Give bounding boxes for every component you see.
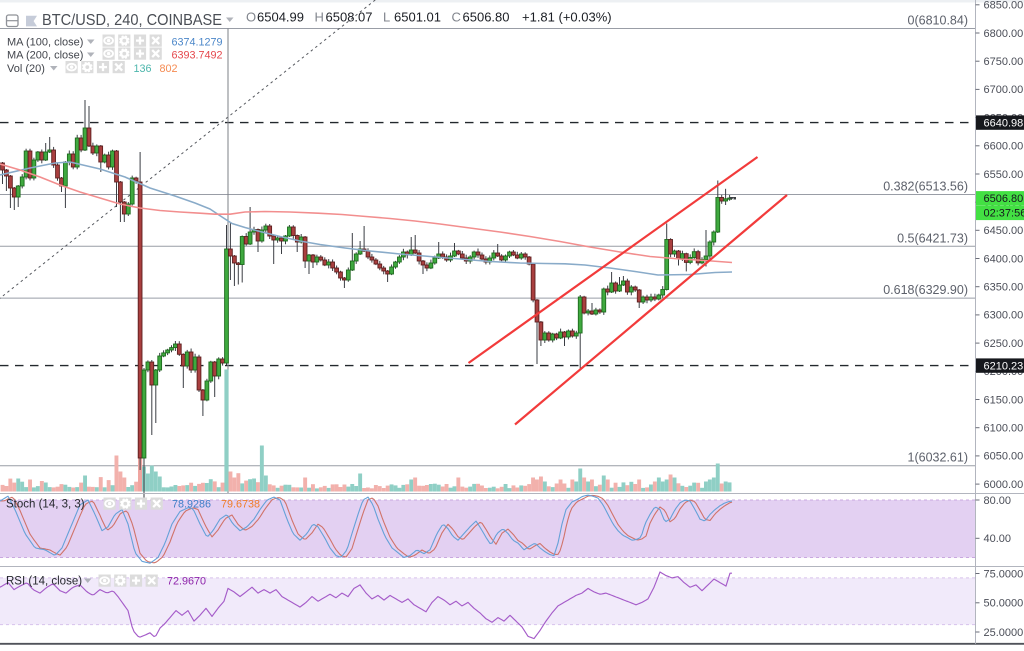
svg-text:50.0000: 50.0000 [984, 598, 1024, 610]
svg-text:02:37:56: 02:37:56 [984, 208, 1024, 220]
svg-text:6300.00: 6300.00 [984, 310, 1024, 322]
svg-text:6374.1279: 6374.1279 [172, 37, 223, 49]
svg-text:0.382(6513.56): 0.382(6513.56) [883, 180, 968, 194]
svg-text:6508.07: 6508.07 [326, 10, 373, 25]
svg-text:6250.00: 6250.00 [984, 338, 1024, 350]
svg-text:+1.81 (+0.03%): +1.81 (+0.03%) [522, 10, 612, 25]
svg-text:6150.00: 6150.00 [984, 394, 1024, 406]
svg-text:6506.80: 6506.80 [984, 193, 1024, 205]
svg-text:MA (100, close): MA (100, close) [7, 37, 83, 49]
svg-text:6400.00: 6400.00 [984, 253, 1024, 265]
svg-text:79.6738: 79.6738 [221, 499, 260, 511]
svg-text:6450.00: 6450.00 [984, 225, 1024, 237]
svg-text:BTC/USD, 240, COINBASE: BTC/USD, 240, COINBASE [42, 12, 222, 29]
svg-text:6501.01: 6501.01 [394, 10, 441, 25]
svg-text:C: C [452, 10, 461, 25]
svg-text:RSI (14, close): RSI (14, close) [6, 576, 82, 588]
svg-text:72.9670: 72.9670 [167, 576, 206, 588]
svg-text:O: O [246, 10, 256, 25]
svg-text:6550.00: 6550.00 [984, 169, 1024, 181]
svg-text:25.0000: 25.0000 [984, 627, 1024, 639]
svg-text:6100.00: 6100.00 [984, 423, 1024, 435]
svg-text:78.9286: 78.9286 [172, 499, 211, 511]
svg-text:80.00: 80.00 [984, 495, 1012, 507]
svg-text:L: L [383, 10, 390, 25]
svg-text:6750.00: 6750.00 [984, 56, 1024, 68]
svg-text:6050.00: 6050.00 [984, 451, 1024, 463]
svg-text:0(6810.84): 0(6810.84) [908, 14, 968, 28]
svg-text:H: H [315, 10, 324, 25]
svg-text:6600.00: 6600.00 [984, 141, 1024, 153]
svg-text:6700.00: 6700.00 [984, 84, 1024, 96]
svg-text:Stoch (14, 3, 3): Stoch (14, 3, 3) [6, 499, 85, 511]
svg-text:0.618(6329.90): 0.618(6329.90) [883, 283, 968, 297]
svg-text:6000.00: 6000.00 [984, 479, 1024, 491]
svg-text:6350.00: 6350.00 [984, 282, 1024, 294]
svg-text:1(6032.61): 1(6032.61) [908, 451, 968, 465]
svg-text:75.0000: 75.0000 [984, 568, 1024, 580]
svg-text:6850.00: 6850.00 [984, 0, 1024, 12]
svg-text:6506.80: 6506.80 [463, 10, 510, 25]
svg-text:Vol (20): Vol (20) [7, 63, 45, 75]
svg-text:802: 802 [160, 63, 178, 75]
svg-text:40.00: 40.00 [984, 533, 1012, 545]
svg-text:6393.7492: 6393.7492 [172, 50, 223, 62]
svg-text:6640.98: 6640.98 [984, 117, 1024, 129]
svg-text:0.5(6421.73): 0.5(6421.73) [897, 231, 968, 245]
svg-text:136: 136 [134, 63, 152, 75]
svg-text:6800.00: 6800.00 [984, 28, 1024, 40]
svg-text:6210.23: 6210.23 [984, 360, 1024, 372]
svg-text:6504.99: 6504.99 [257, 10, 304, 25]
svg-text:MA (200, close): MA (200, close) [7, 50, 83, 62]
